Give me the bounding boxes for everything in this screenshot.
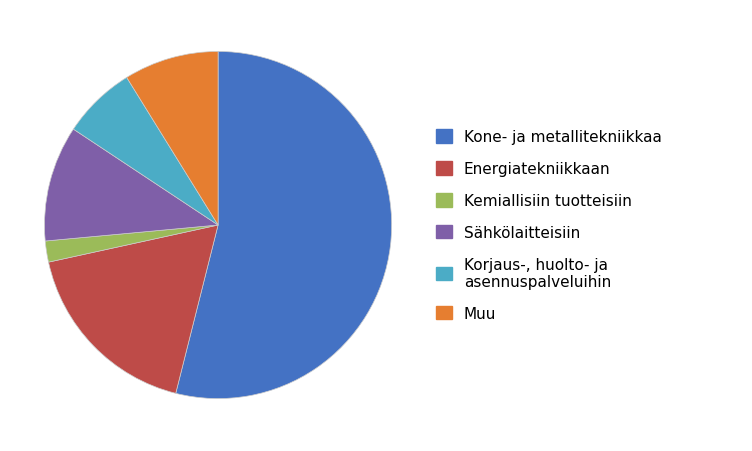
Legend: Kone- ja metallitekniikkaa, Energiatekniikkaan, Kemiallisiin tuotteisiin, Sähköl: Kone- ja metallitekniikkaa, Energiatekni…	[436, 130, 662, 321]
Wedge shape	[176, 52, 392, 399]
Wedge shape	[49, 226, 218, 393]
Wedge shape	[45, 226, 218, 262]
Wedge shape	[74, 78, 218, 226]
Wedge shape	[44, 130, 218, 241]
Wedge shape	[126, 52, 218, 226]
